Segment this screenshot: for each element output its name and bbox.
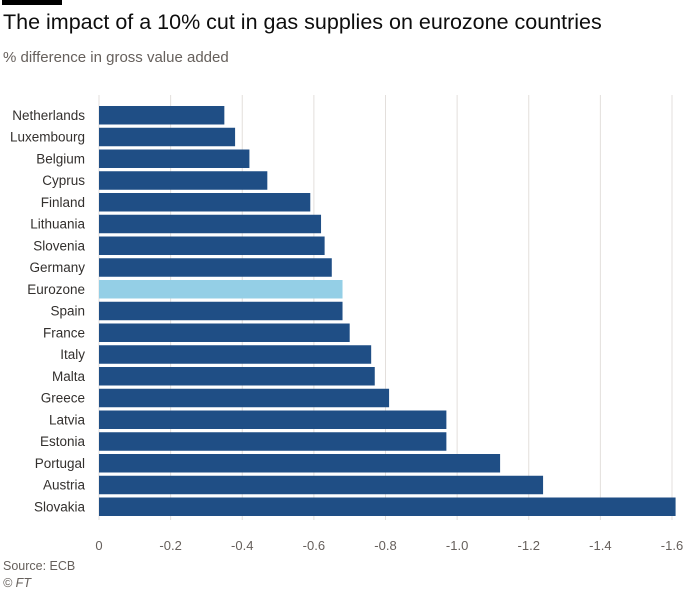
category-label: Austria bbox=[43, 478, 86, 493]
x-tick-label: -0.8 bbox=[374, 538, 396, 553]
bar-portugal bbox=[99, 454, 501, 473]
chart-subtitle: % difference in gross value added bbox=[3, 49, 229, 66]
bar-germany bbox=[99, 258, 332, 277]
bar-lithuania bbox=[99, 214, 322, 234]
bar-slovakia bbox=[99, 497, 676, 516]
bar-italy bbox=[99, 345, 372, 364]
x-tick-label: -1.2 bbox=[518, 538, 540, 553]
bar-austria bbox=[99, 475, 544, 495]
bar-latvia bbox=[99, 410, 447, 429]
category-label: Eurozone bbox=[27, 282, 85, 297]
category-label: Slovenia bbox=[33, 238, 85, 253]
category-label: Luxembourg bbox=[10, 130, 85, 145]
category-label: Latvia bbox=[49, 412, 86, 427]
source-note: Source: ECB bbox=[3, 559, 76, 573]
bar-eurozone bbox=[99, 280, 343, 299]
x-tick-label: -0.4 bbox=[231, 538, 253, 553]
brand-bar bbox=[2, 0, 62, 5]
bar-greece bbox=[99, 388, 390, 408]
category-label: Finland bbox=[41, 195, 85, 210]
bar-malta bbox=[99, 367, 375, 386]
category-label: Malta bbox=[52, 369, 86, 384]
bar-finland bbox=[99, 193, 311, 212]
bar-luxembourg bbox=[99, 127, 236, 147]
x-tick-label: -0.6 bbox=[303, 538, 325, 553]
category-label: Belgium bbox=[36, 151, 85, 166]
bar-netherlands bbox=[99, 106, 225, 125]
category-label: France bbox=[43, 325, 85, 340]
x-tick-label: -1.6 bbox=[661, 538, 683, 553]
category-label: Netherlands bbox=[12, 108, 85, 123]
category-label: Germany bbox=[29, 260, 85, 275]
category-label: Estonia bbox=[40, 434, 86, 449]
x-tick-label: -0.2 bbox=[159, 538, 181, 553]
bar-cyprus bbox=[99, 171, 268, 190]
x-tick-label: -1.4 bbox=[589, 538, 611, 553]
category-label: Spain bbox=[50, 304, 85, 319]
x-tick-label: 0 bbox=[95, 538, 102, 553]
bar-france bbox=[99, 323, 350, 342]
bar-spain bbox=[99, 301, 343, 321]
bar-chart: 0 -0.2 -0.4 -0.6 -0.8 -1.0 -1.2 -1.4 -1.6 Netherl… bbox=[10, 95, 683, 553]
bar-estonia bbox=[99, 432, 447, 451]
category-label: Lithuania bbox=[30, 217, 85, 232]
category-label: Cyprus bbox=[42, 173, 85, 188]
chart-title: The impact of a 10% cut in gas supplies … bbox=[3, 10, 602, 34]
category-label: Greece bbox=[41, 391, 85, 406]
category-label: Portugal bbox=[35, 456, 85, 471]
category-label: Slovakia bbox=[34, 499, 86, 514]
bar-belgium bbox=[99, 149, 250, 168]
copyright-credit: © FT bbox=[3, 576, 31, 590]
x-tick-label: -1.0 bbox=[446, 538, 468, 553]
bar-slovenia bbox=[99, 236, 325, 255]
category-label: Italy bbox=[60, 347, 85, 362]
